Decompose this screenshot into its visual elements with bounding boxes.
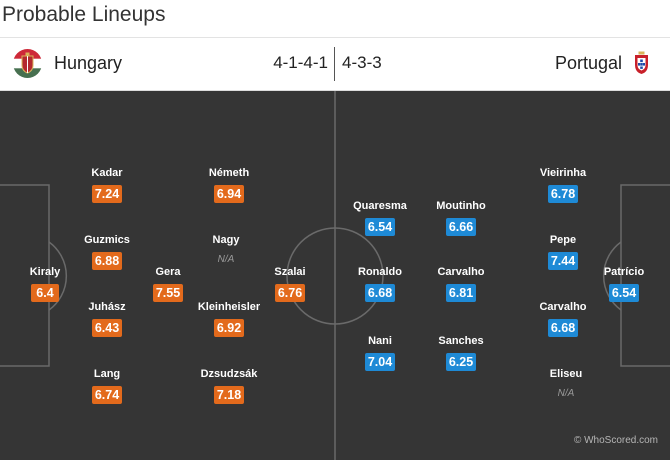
player-rating: 6.43 (91, 319, 123, 337)
player-rating: 6.76 (274, 284, 306, 302)
player-marker[interactable]: Quaresma 6.54 (340, 200, 420, 236)
player-marker[interactable]: Dzsudzsák 7.18 (189, 368, 269, 404)
player-rating: 7.04 (364, 353, 396, 371)
player-marker[interactable]: Szalai 6.76 (250, 266, 330, 302)
player-name: Dzsudzsák (200, 368, 258, 380)
player-name: Juhász (88, 301, 126, 313)
away-team-name: Portugal (554, 53, 622, 73)
player-marker[interactable]: Juhász 6.43 (67, 301, 147, 337)
player-marker[interactable]: Patrício 6.54 (584, 266, 664, 302)
player-name: Gera (155, 266, 181, 278)
player-marker[interactable]: Gera 7.55 (128, 266, 208, 302)
player-rating: 6.94 (213, 185, 245, 203)
home-formation: 4-1-4-1 (273, 53, 328, 72)
player-marker[interactable]: Guzmics 6.88 (67, 234, 147, 270)
player-marker[interactable]: Kiraly 6.4 (5, 266, 85, 302)
player-rating: N/A (557, 388, 575, 399)
whoscored-credit: © WhoScored.com (573, 435, 658, 446)
player-name: Patrício (603, 266, 645, 278)
player-marker[interactable]: Sanches 6.25 (421, 335, 501, 371)
page-title: Probable Lineups (2, 3, 166, 26)
formation-divider (334, 47, 335, 81)
player-name: Németh (208, 167, 250, 179)
player-name: Ronaldo (358, 266, 402, 278)
player-name: Eliseu (549, 368, 583, 380)
player-rating: 7.24 (91, 185, 123, 203)
player-name: Quaresma (353, 200, 407, 212)
player-name: Vieirinha (539, 167, 587, 179)
player-rating: 7.55 (152, 284, 184, 302)
hungary-crest-icon (13, 49, 42, 78)
away-formation: 4-3-3 (342, 53, 382, 72)
player-marker[interactable]: Kadar 7.24 (67, 167, 147, 203)
player-name: Carvalho (437, 266, 485, 278)
player-rating: 7.44 (547, 252, 579, 270)
player-rating: 6.68 (364, 284, 396, 302)
player-marker[interactable]: Németh 6.94 (189, 167, 269, 203)
player-name: Moutinho (436, 200, 486, 212)
lineup-header: Hungary 4-1-4-1 4-3-3 Portugal (0, 37, 670, 91)
player-marker[interactable]: Carvalho 6.81 (421, 266, 501, 302)
player-marker[interactable]: Eliseu N/A (526, 368, 606, 403)
player-marker[interactable]: Carvalho 6.68 (523, 301, 603, 337)
player-name: Nani (368, 335, 392, 347)
player-name: Kadar (91, 167, 123, 179)
pitch-markings (0, 91, 670, 460)
player-name: Kiraly (29, 266, 61, 278)
player-name: Lang (93, 368, 121, 380)
player-marker[interactable]: Nani 7.04 (340, 335, 420, 371)
player-rating: 6.81 (445, 284, 477, 302)
player-rating: 6.54 (364, 218, 396, 236)
player-name: Sanches (438, 335, 484, 347)
player-rating: 6.78 (547, 185, 579, 203)
player-rating: 6.66 (445, 218, 477, 236)
player-marker[interactable]: Nagy N/A (186, 234, 266, 269)
player-marker[interactable]: Ronaldo 6.68 (340, 266, 420, 302)
player-name: Kleinheisler (197, 301, 261, 313)
player-rating: 6.74 (91, 386, 123, 404)
portugal-crest-icon (627, 49, 656, 78)
player-rating: 6.54 (608, 284, 640, 302)
player-rating: 6.4 (31, 284, 59, 302)
player-marker[interactable]: Lang 6.74 (67, 368, 147, 404)
player-name: Carvalho (539, 301, 587, 313)
player-rating: 6.92 (213, 319, 245, 337)
player-rating: 6.88 (91, 252, 123, 270)
player-rating: N/A (217, 254, 235, 265)
player-rating: 6.68 (547, 319, 579, 337)
home-team-name: Hungary (54, 53, 123, 73)
player-rating: 7.18 (213, 386, 245, 404)
player-marker[interactable]: Moutinho 6.66 (421, 200, 501, 236)
football-pitch: Kiraly 6.4 Kadar 7.24 Guzmics 6.88 Juhás… (0, 91, 670, 460)
player-name: Guzmics (84, 234, 130, 246)
player-name: Szalai (274, 266, 306, 278)
player-name: Pepe (549, 234, 577, 246)
player-rating: 6.25 (445, 353, 477, 371)
player-marker[interactable]: Vieirinha 6.78 (523, 167, 603, 203)
player-marker[interactable]: Pepe 7.44 (523, 234, 603, 270)
player-name: Nagy (212, 234, 240, 246)
player-marker[interactable]: Kleinheisler 6.92 (189, 301, 269, 337)
